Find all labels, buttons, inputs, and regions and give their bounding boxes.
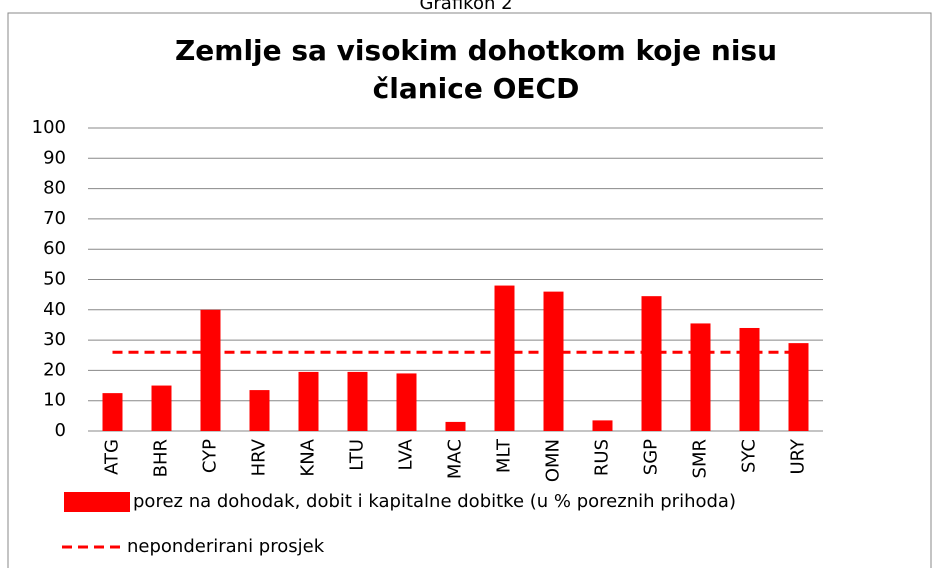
x-tick-label: SGP xyxy=(641,439,662,475)
x-tick-label: LTU xyxy=(347,439,368,471)
x-tick-label: LVA xyxy=(396,438,417,470)
header: Grafikon 2 xyxy=(419,0,512,14)
bar xyxy=(739,327,760,431)
y-tick-label: 60 xyxy=(43,238,66,259)
chart-title: članice OECD xyxy=(373,72,580,105)
x-tick-label: URY xyxy=(788,438,809,475)
x-tick-label: KNA xyxy=(298,438,319,476)
bar xyxy=(641,296,662,431)
x-tick-label: CYP xyxy=(200,439,221,473)
bar xyxy=(543,291,564,431)
bar xyxy=(494,285,515,431)
y-tick-label: 80 xyxy=(43,178,66,199)
legend-swatch xyxy=(64,492,130,512)
y-tick-label: 100 xyxy=(32,117,66,138)
bar xyxy=(151,385,172,431)
x-tick-label: ATG xyxy=(102,439,123,475)
x-tick-label: MAC xyxy=(445,439,466,479)
y-tick-label: 30 xyxy=(43,329,66,350)
bar xyxy=(249,390,270,431)
x-tick-label: SMR xyxy=(690,439,711,478)
bar xyxy=(445,421,466,431)
y-tick-label: 50 xyxy=(43,269,66,290)
bar xyxy=(347,371,368,431)
y-tick-label: 20 xyxy=(43,359,66,380)
chart-title: Zemlje sa visokim dohotkom koje nisu xyxy=(175,34,777,67)
bar xyxy=(592,420,613,431)
bar xyxy=(788,343,809,431)
bar xyxy=(298,371,319,431)
x-tick-label: HRV xyxy=(249,438,270,476)
x-tick-label: MLT xyxy=(494,438,515,473)
x-tick-label: SYC xyxy=(739,439,760,473)
legend-label: porez na dohodak, dobit i kapitalne dobi… xyxy=(133,491,736,512)
x-tick-label: BHR xyxy=(151,439,172,477)
legend-label: neponderirani prosjek xyxy=(127,536,325,557)
y-tick-label: 40 xyxy=(43,299,66,320)
x-tick-label: RUS xyxy=(592,439,613,476)
x-tick-label: OMN xyxy=(543,439,564,482)
y-tick-label: 0 xyxy=(55,420,66,441)
y-tick-label: 90 xyxy=(43,147,66,168)
bar xyxy=(396,373,417,431)
bar xyxy=(690,323,711,431)
y-tick-label: 70 xyxy=(43,208,66,229)
y-tick-label: 10 xyxy=(43,390,66,411)
bar xyxy=(102,393,123,431)
chart-frame xyxy=(7,12,932,568)
bar xyxy=(200,309,221,431)
